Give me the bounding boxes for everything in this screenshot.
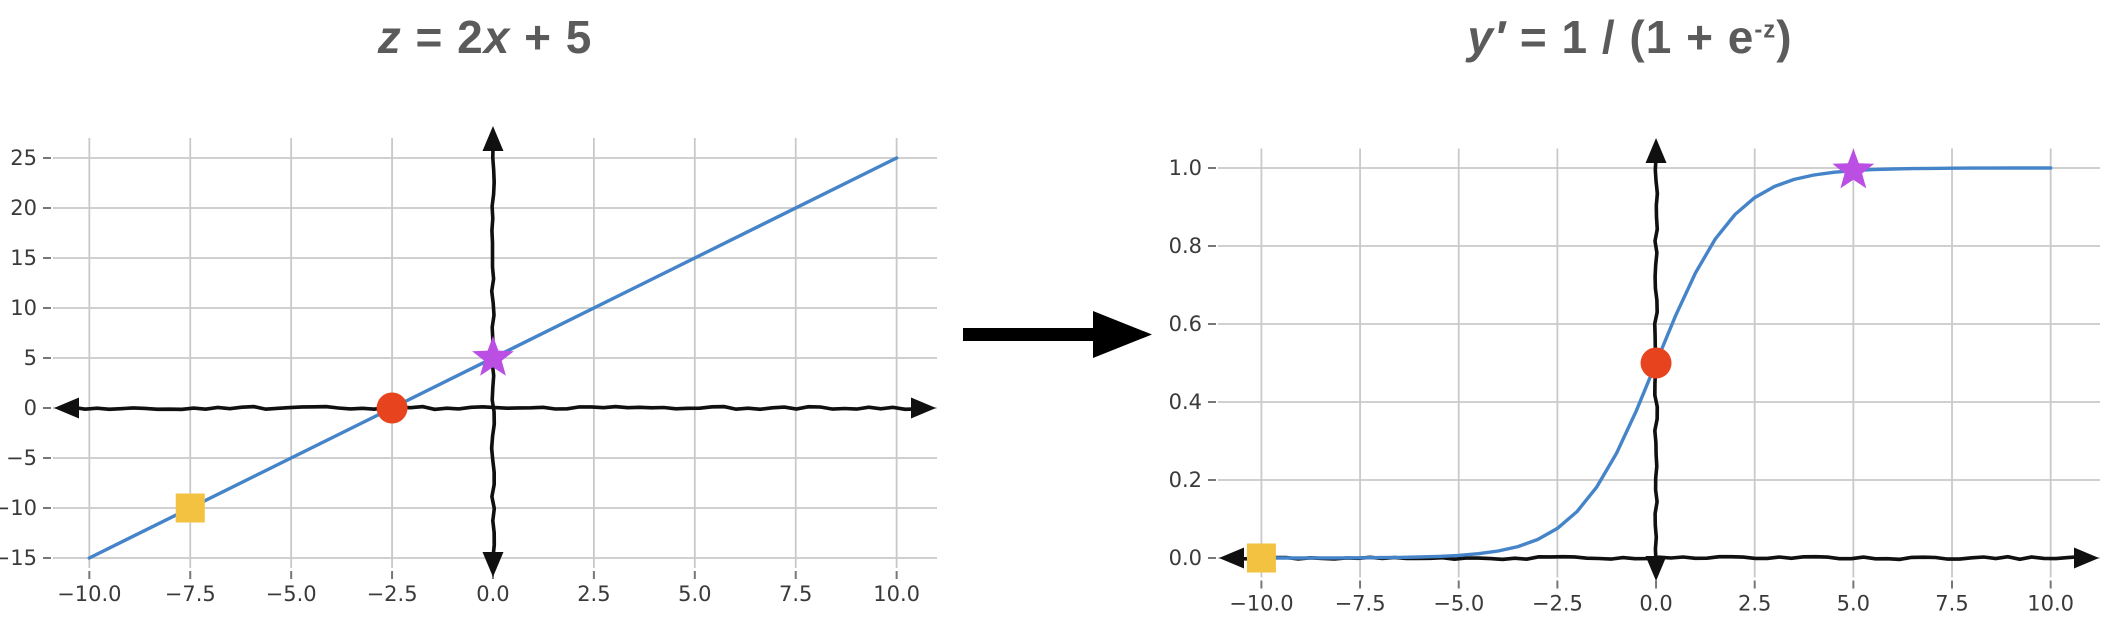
y-tick-label: 5 xyxy=(24,346,37,370)
title-segment: = 2 xyxy=(401,11,484,63)
y-tick-label: 0.2 xyxy=(1169,468,1202,492)
tick-marks xyxy=(43,157,898,579)
x-tick-label: −5.0 xyxy=(1433,592,1484,616)
arrow-head xyxy=(1093,311,1152,358)
x-tick-label: 2.5 xyxy=(577,582,610,606)
linear-chart-title: z = 2x + 5 xyxy=(40,10,930,64)
title-segment: x xyxy=(483,11,511,63)
title-segment: ) xyxy=(1776,11,1793,63)
y-tick-label: 15 xyxy=(10,246,37,270)
star-marker xyxy=(472,336,514,376)
y-tick-label: 0.8 xyxy=(1169,234,1202,258)
x-tick-label: 10.0 xyxy=(873,582,920,606)
x-tick-label: −5.0 xyxy=(266,582,317,606)
y-tick-label: 20 xyxy=(10,196,37,220)
axis-arrowhead-icon xyxy=(1219,547,1244,569)
title-segment: = 1 / (1 + e xyxy=(1506,11,1755,63)
x-tick-label: 0.0 xyxy=(476,582,509,606)
y-tick-label: 0.0 xyxy=(1169,546,1202,570)
point-markers xyxy=(175,336,514,523)
y-tick-label: 0.4 xyxy=(1169,390,1202,414)
right-arrow-icon xyxy=(963,311,1152,358)
sigmoid-chart: −10.0 −7.5 −5.0 −2.5 0.0 2.5 5.0 7.5 10.0 0.0 0.2 0… xyxy=(1169,138,2100,616)
x-tick-label: −10.0 xyxy=(1229,592,1293,616)
x-tick-label: −7.5 xyxy=(165,582,216,606)
y-tick-label: 25 xyxy=(10,146,37,170)
x-tick-label: 2.5 xyxy=(1738,592,1771,616)
circle-marker xyxy=(376,392,408,424)
title-segment: -z xyxy=(1754,16,1777,44)
x-tick-label: 5.0 xyxy=(678,582,711,606)
tick-marks xyxy=(1208,167,2052,589)
title-segment: y′ xyxy=(1467,11,1507,63)
y-tick-label: −5 xyxy=(6,446,37,470)
square-marker xyxy=(175,493,205,523)
x-tick-label: −10.0 xyxy=(57,582,121,606)
axis-arrowhead-icon xyxy=(482,126,504,151)
x-tick-label: −7.5 xyxy=(1335,592,1386,616)
y-tick-label: −15 xyxy=(0,546,37,570)
point-markers xyxy=(1246,148,1875,573)
x-tick-label: −2.5 xyxy=(1532,592,1583,616)
x-tick-label: 0.0 xyxy=(1639,592,1672,616)
axis-arrowhead-icon xyxy=(1645,556,1667,581)
y-tick-label: 0 xyxy=(24,396,37,420)
title-segment: + 5 xyxy=(510,11,593,63)
y-tick-label: 1.0 xyxy=(1169,156,1202,180)
x-tick-label: 5.0 xyxy=(1837,592,1870,616)
axis-arrowhead-icon xyxy=(1645,138,1667,163)
tick-labels: −10.0 −7.5 −5.0 −2.5 0.0 2.5 5.0 7.5 10.0 0.0 0.2 0… xyxy=(1169,156,2074,616)
axis-arrowhead-icon xyxy=(482,552,504,577)
arrow-shaft xyxy=(963,328,1095,341)
sigmoid-chart-title: y′ = 1 / (1 + e-z) xyxy=(1190,10,2070,64)
axis-arrowhead-icon xyxy=(54,397,79,419)
axis-arrowhead-icon xyxy=(911,397,936,419)
linear-chart: −10.0 −7.5 −5.0 −2.5 0.0 2.5 5.0 7.5 10.0 −15 −10 −… xyxy=(0,126,937,606)
y-tick-label: 10 xyxy=(10,296,37,320)
x-tick-label: 10.0 xyxy=(2027,592,2074,616)
circle-marker xyxy=(1640,347,1672,379)
title-segment: z xyxy=(377,11,402,63)
x-tick-label: −2.5 xyxy=(367,582,418,606)
tick-labels: −10.0 −7.5 −5.0 −2.5 0.0 2.5 5.0 7.5 10.0 −15 −10 −… xyxy=(0,146,920,606)
x-tick-label: 7.5 xyxy=(1935,592,1968,616)
x-tick-label: 7.5 xyxy=(779,582,812,606)
star-marker xyxy=(1832,148,1875,189)
y-tick-label: 0.6 xyxy=(1169,312,1202,336)
y-tick-label: −10 xyxy=(0,496,37,520)
square-marker xyxy=(1246,543,1276,573)
axis-arrowhead-icon xyxy=(2074,547,2099,569)
